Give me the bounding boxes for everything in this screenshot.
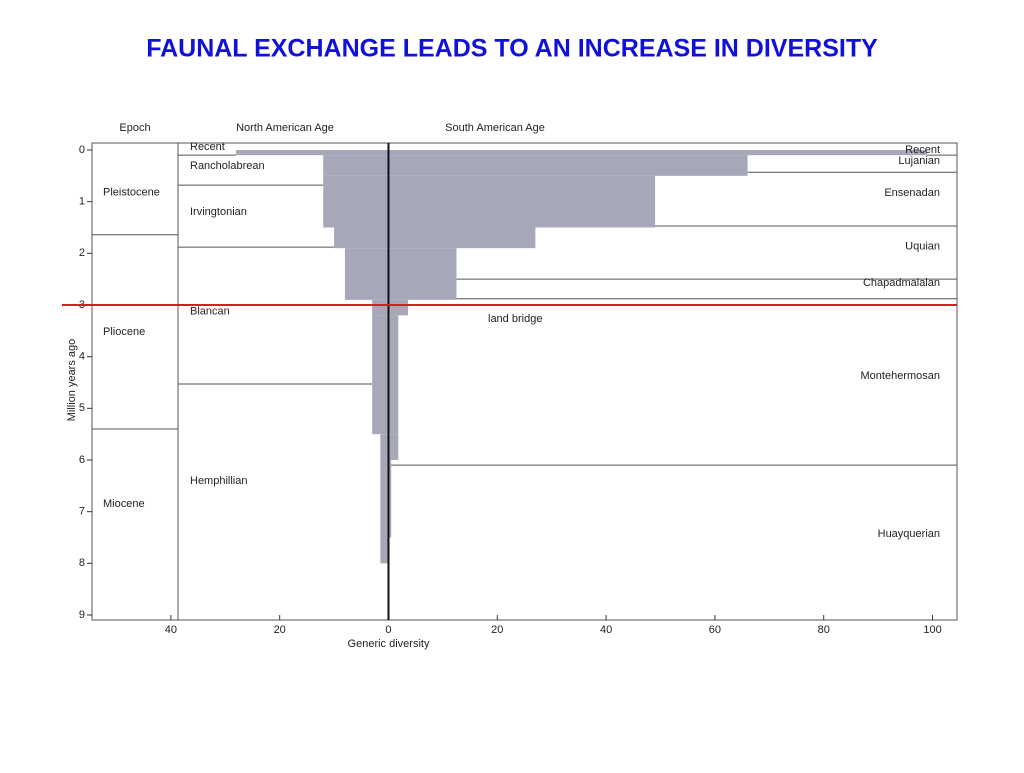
x-tick-label: 100	[923, 624, 941, 636]
column-header: Epoch	[119, 122, 150, 134]
epoch-label: Pleistocene	[103, 186, 160, 198]
diversity-bar	[323, 175, 389, 228]
y-tick-label: 5	[79, 402, 85, 414]
y-tick-label: 8	[79, 557, 85, 569]
na-age-label: Irvingtonian	[190, 206, 247, 218]
y-tick-label: 2	[79, 247, 85, 259]
na-age-label: Hemphillian	[190, 475, 247, 487]
column-header: North American Age	[236, 122, 334, 134]
diversity-bar	[388, 175, 656, 228]
x-tick-label: 20	[491, 624, 503, 636]
epoch-label: Miocene	[103, 498, 145, 510]
y-tick-label: 9	[79, 609, 85, 621]
diversity-bar	[388, 155, 748, 176]
x-tick-label: 80	[818, 624, 830, 636]
x-tick-label: 40	[165, 624, 177, 636]
land-bridge-label: land bridge	[488, 313, 542, 325]
diversity-bar	[323, 155, 389, 176]
y-tick-label: 7	[79, 506, 85, 518]
diversity-bar	[388, 460, 392, 538]
diversity-bar	[388, 227, 536, 249]
diversity-bar	[372, 299, 389, 316]
sa-age-label: Lujanian	[898, 155, 940, 167]
diversity-bar	[334, 227, 389, 249]
x-tick-label: 60	[709, 624, 721, 636]
na-age-label: Rancholabrean	[190, 160, 265, 172]
sa-age-label: Ensenadan	[884, 187, 940, 199]
diversity-bar	[388, 248, 457, 300]
diversity-bar	[388, 150, 928, 156]
x-axis-label: Generic diversity	[348, 638, 430, 650]
y-tick-label: 6	[79, 454, 85, 466]
x-tick-label: 20	[274, 624, 286, 636]
plot-frame	[91, 142, 958, 621]
diversity-bar	[388, 299, 409, 316]
sa-age-label: Huayquerian	[878, 528, 940, 540]
na-age-label: Recent	[190, 141, 225, 153]
y-axis-label: Million years ago	[66, 339, 78, 422]
x-tick-label: 40	[600, 624, 612, 636]
sa-age-label: Uquian	[905, 240, 940, 252]
y-tick-label: 4	[79, 351, 85, 363]
diversity-bar	[388, 434, 399, 460]
diversity-bar	[372, 315, 389, 435]
diversity-bar	[380, 434, 389, 460]
diversity-bar	[380, 537, 389, 564]
na-age-label: Blancan	[190, 305, 230, 317]
column-header: South American Age	[445, 122, 545, 134]
sa-age-label: Chapadmalalan	[863, 277, 940, 289]
epoch-label: Pliocene	[103, 326, 145, 338]
y-tick-label: 1	[79, 196, 85, 208]
sa-age-label: Montehermosan	[861, 370, 941, 382]
y-tick-label: 0	[79, 144, 85, 156]
diversity-bar	[388, 315, 399, 435]
diversity-bar	[344, 248, 389, 300]
x-tick-label: 0	[385, 624, 391, 636]
diversity-bar	[236, 150, 389, 156]
slide-title: FAUNAL EXCHANGE LEADS TO AN INCREASE IN …	[146, 35, 878, 63]
diversity-bar	[380, 460, 389, 538]
sa-age-label: Recent	[905, 144, 940, 156]
